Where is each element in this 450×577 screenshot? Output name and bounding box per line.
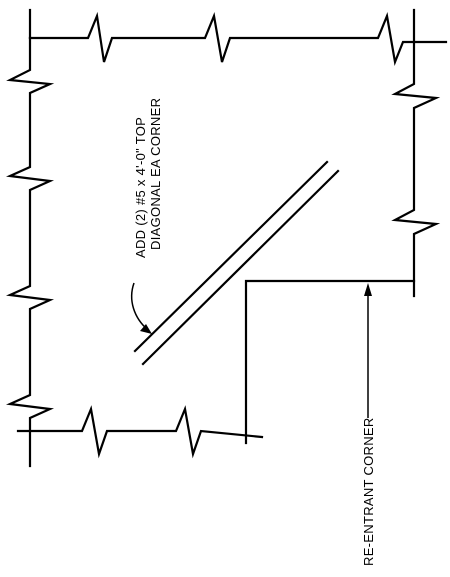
callout-text: RE-ENTRANT CORNER <box>361 417 376 566</box>
reinforcing-note: ADD (2) #5 x 4'-0" TOP DIAGONAL EA CORNE… <box>133 98 163 258</box>
left-slab-edge <box>5 36 55 468</box>
re-entrant-corner-outline <box>244 279 416 445</box>
diagonal-bar-1 <box>133 160 329 353</box>
note-line-1: ADD (2) #5 x 4'-0" TOP <box>133 117 148 258</box>
diagonal-bar-2 <box>141 169 340 366</box>
right-slab-edge <box>391 8 441 298</box>
bottom-slab-edge <box>16 405 264 459</box>
note-line-2: DIAGONAL EA CORNER <box>148 98 163 250</box>
note-leader <box>130 282 149 331</box>
re-entrant-corner-label: RE-ENTRANT CORNER <box>361 417 376 566</box>
note-leader-arrowhead <box>140 324 152 334</box>
top-slab-edge <box>28 11 448 67</box>
callout-arrowhead <box>364 283 372 296</box>
